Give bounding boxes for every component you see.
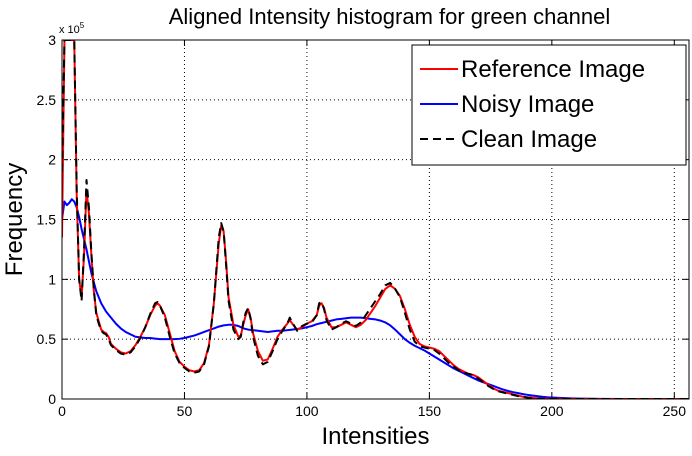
legend-label: Noisy Image [461,91,594,118]
legend: Reference Image Noisy Image Clean Image [411,44,687,166]
x-tick-label: 150 [418,403,442,419]
plot-frame [61,39,690,400]
legend-label: Reference Image [461,56,645,83]
x-tick-label: 100 [295,403,319,419]
chart-title: Aligned Intensity histogram for green ch… [169,4,610,29]
series-line-clean-image [62,40,689,399]
x-axis-label: Intensities [321,423,429,450]
y-tick-label: 0 [48,391,56,407]
x-tick-label: 50 [177,403,193,419]
y-tick-label: 1.5 [37,212,57,228]
x-tick-labels: 0 50 100 150 200 250 [58,403,686,419]
legend-label: Clean Image [461,126,597,153]
y-tick-label: 2.5 [37,92,57,108]
y-tick-label: 3 [48,32,56,48]
y-tick-labels: 0 0.5 1 1.5 2 2.5 3 [37,32,57,407]
series-lines [62,40,689,399]
y-tick-label: 2 [48,152,56,168]
legend-items: Reference Image Noisy Image Clean Image [420,56,645,153]
series-line-noisy-image [62,198,689,399]
y-exponent-label: x 105 [59,21,85,36]
y-tick-label: 1 [48,271,56,287]
x-tick-label: 250 [663,403,687,419]
x-tick-label: 0 [58,403,66,419]
x-tick-label: 200 [540,403,564,419]
y-tick-label: 0.5 [37,331,57,347]
y-axis-label: Frequency [1,163,28,276]
